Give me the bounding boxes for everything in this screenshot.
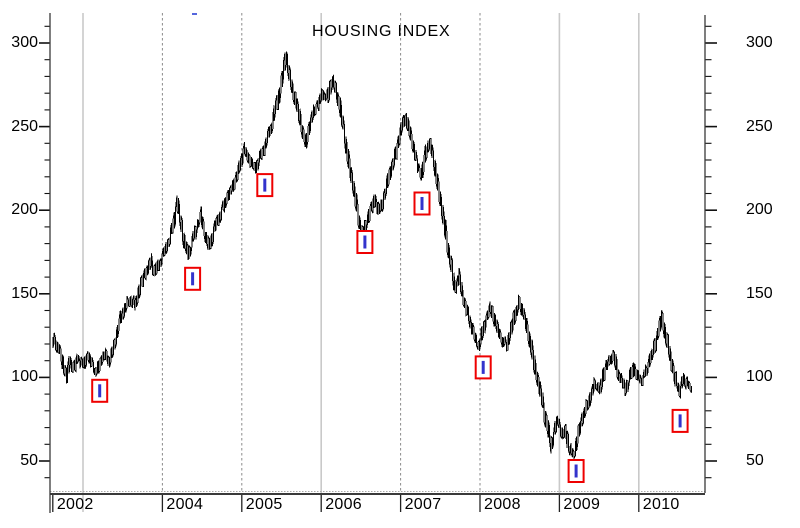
x-axis-label: 2007	[404, 496, 442, 513]
y-axis-label-left: 100	[11, 368, 38, 386]
signal-marker-bar	[263, 178, 267, 192]
y-axis-label-right: 100	[746, 368, 773, 386]
y-axis-label-right: 300	[746, 34, 773, 51]
x-axis-label: 2010	[642, 496, 680, 513]
y-axis-label-left: 250	[11, 117, 38, 135]
signal-marker-bar	[420, 197, 424, 210]
signal-marker-bar	[363, 235, 367, 249]
signal-marker-bar	[98, 384, 102, 398]
x-axis-label: 2006	[325, 496, 362, 513]
chart-title: HOUSING INDEX	[312, 23, 451, 40]
y-axis-label-right: 250	[746, 117, 773, 135]
signal-marker-bar	[678, 414, 682, 428]
signal-marker-bar	[481, 360, 485, 374]
y-axis-label-left: 150	[11, 284, 38, 302]
signal-marker-bar	[574, 464, 578, 478]
y-axis-label-left: 200	[11, 201, 38, 219]
stray-blue-mark	[192, 13, 197, 15]
y-axis-label-right: 50	[746, 452, 764, 469]
y-axis-label-right: 200	[746, 201, 773, 219]
y-axis-label-left: 300	[11, 34, 38, 51]
signal-marker-bar	[191, 272, 195, 286]
x-axis-label: 2005	[245, 496, 283, 513]
x-axis-label: 2004	[166, 496, 204, 513]
y-axis-label-left: 50	[20, 452, 38, 469]
x-axis-label: 2009	[563, 496, 601, 513]
x-axis-label: 2008	[484, 496, 521, 513]
x-axis-label: 2002	[56, 496, 94, 513]
price-series	[52, 51, 692, 461]
y-axis-label-right: 150	[746, 284, 773, 302]
